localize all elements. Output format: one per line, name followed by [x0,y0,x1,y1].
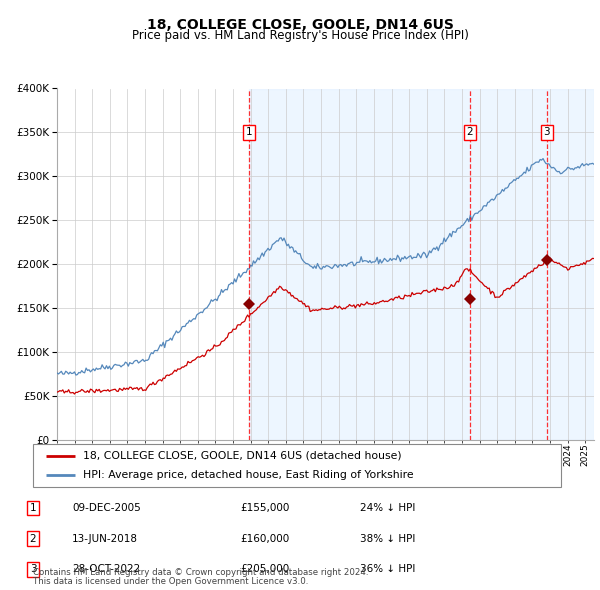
Text: £160,000: £160,000 [240,534,289,544]
Text: 13-JUN-2018: 13-JUN-2018 [72,534,138,544]
Text: This data is licensed under the Open Government Licence v3.0.: This data is licensed under the Open Gov… [33,578,308,586]
Text: 3: 3 [544,127,550,137]
Text: 09-DEC-2005: 09-DEC-2005 [72,503,141,513]
Text: Contains HM Land Registry data © Crown copyright and database right 2024.: Contains HM Land Registry data © Crown c… [33,568,368,577]
Text: 38% ↓ HPI: 38% ↓ HPI [360,534,415,544]
Text: 1: 1 [246,127,253,137]
Text: 1: 1 [29,503,37,513]
Bar [249,88,594,440]
Bar [57,88,249,440]
FancyBboxPatch shape [33,444,561,487]
Text: 24% ↓ HPI: 24% ↓ HPI [360,503,415,513]
Text: 2: 2 [466,127,473,137]
Text: HPI: Average price, detached house, East Riding of Yorkshire: HPI: Average price, detached house, East… [83,470,414,480]
Text: 28-OCT-2022: 28-OCT-2022 [72,565,140,575]
Text: £205,000: £205,000 [240,565,289,575]
Text: 3: 3 [29,565,37,575]
Text: 36% ↓ HPI: 36% ↓ HPI [360,565,415,575]
Text: £155,000: £155,000 [240,503,289,513]
Text: 18, COLLEGE CLOSE, GOOLE, DN14 6US (detached house): 18, COLLEGE CLOSE, GOOLE, DN14 6US (deta… [83,451,402,461]
Text: 18, COLLEGE CLOSE, GOOLE, DN14 6US: 18, COLLEGE CLOSE, GOOLE, DN14 6US [146,18,454,32]
Text: 2: 2 [29,534,37,544]
Text: Price paid vs. HM Land Registry's House Price Index (HPI): Price paid vs. HM Land Registry's House … [131,30,469,42]
